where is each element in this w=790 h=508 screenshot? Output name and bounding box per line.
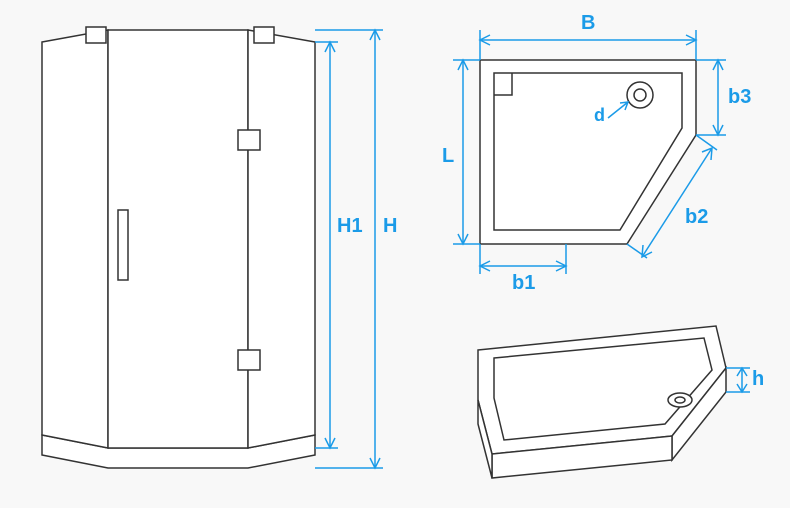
tray-perspective-drawing: [0, 0, 790, 508]
label-h-small: h: [752, 368, 764, 391]
